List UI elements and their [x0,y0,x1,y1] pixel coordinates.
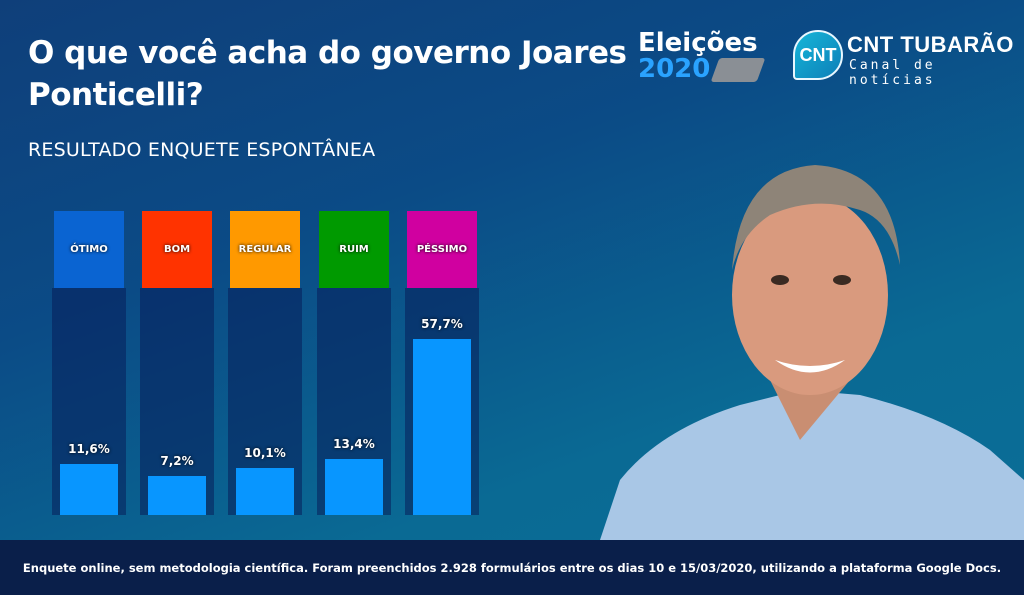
logo-eleicoes-text: Eleições [638,28,758,58]
bar [60,463,118,515]
value-label: 11,6% [68,441,110,456]
value-label: 57,7% [421,317,463,332]
logo-year-text: 2020 [638,54,711,84]
cnt-logo-tagline: Canal de notícias [849,58,936,88]
footer-note: Enquete online, sem metodologia científi… [0,540,1024,595]
bar [325,458,383,515]
category-label: REGULAR [230,211,300,288]
category-label: RUIM [319,211,389,288]
page-title: O que você acha do governo Joares Pontic… [28,35,627,113]
bar [236,467,294,515]
value-label: 7,2% [160,453,194,468]
cnt-logo-badge: CNT [793,30,843,80]
bar [148,475,206,515]
voting-machine-icon [710,58,766,82]
page-subtitle: RESULTADO ENQUETE ESPONTÂNEA [28,139,376,161]
category-label: ÓTIMO [54,211,124,288]
bar [413,339,471,515]
candidate-photo [600,165,1024,540]
category-label: PÉSSIMO [407,211,477,288]
category-label: BOM [142,211,212,288]
value-label: 10,1% [244,445,286,460]
value-label: 13,4% [333,436,375,451]
cnt-logo-name: CNT TUBARÃO [847,32,1014,57]
eleicoes-2020-logo: Eleições 2020 [638,30,758,82]
